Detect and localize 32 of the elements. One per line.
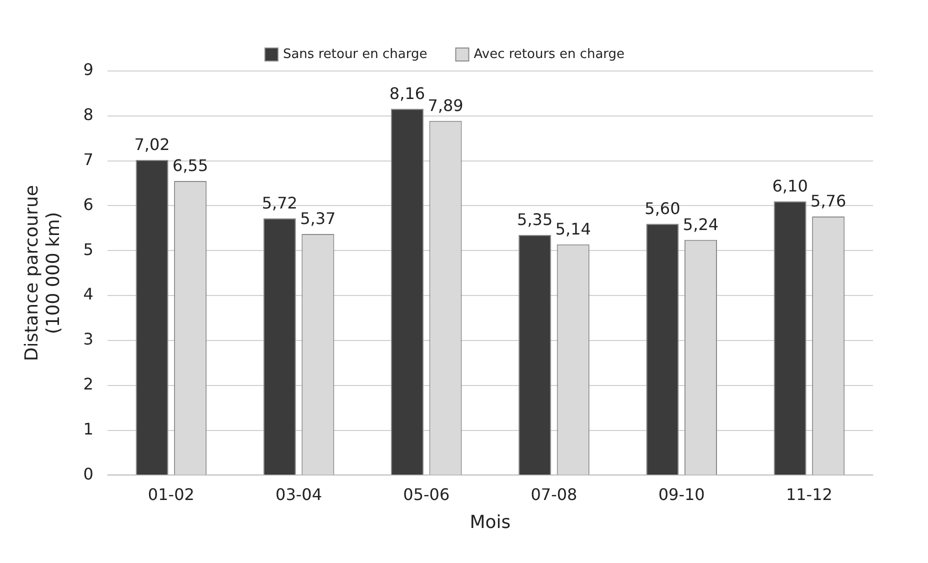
y-tick-label: 1 xyxy=(83,419,94,438)
x-tick-label: 01-02 xyxy=(148,484,194,504)
data-label: 6,10 xyxy=(772,176,808,196)
y-tick-label: 3 xyxy=(83,330,94,349)
x-tick-label: 09-10 xyxy=(658,484,705,504)
legend-label: Avec retours en charge xyxy=(474,46,625,62)
data-label: 5,24 xyxy=(682,215,719,234)
x-tick-label: 11-12 xyxy=(786,484,832,504)
y-tick-label: 5 xyxy=(83,240,94,259)
data-label: 5,76 xyxy=(810,192,846,211)
y-tick-label: 2 xyxy=(83,374,94,394)
data-label: 5,72 xyxy=(262,193,298,212)
x-axis-title: Mois xyxy=(470,512,511,533)
y-tick-label: 6 xyxy=(83,194,94,214)
data-label: 6,55 xyxy=(172,156,208,176)
y-tick-label: 8 xyxy=(83,105,94,124)
x-tick-label: 05-06 xyxy=(403,484,450,504)
legend-label: Sans retour en charge xyxy=(282,46,428,62)
x-tick-label: 07-08 xyxy=(530,484,578,504)
y-tick-label: 0 xyxy=(83,464,94,484)
data-label: 5,35 xyxy=(517,210,553,230)
data-label: 5,60 xyxy=(644,198,680,218)
data-label: 7,02 xyxy=(134,135,170,154)
data-label: 5,14 xyxy=(555,220,591,239)
x-tick-label: 03-04 xyxy=(276,484,322,504)
y-axis-title: Distance parcourue (100 000 km) xyxy=(21,185,64,362)
y-tick-label: 7 xyxy=(83,150,94,169)
data-label: 5,37 xyxy=(300,209,336,228)
y-tick-label: 4 xyxy=(83,284,94,304)
data-label: 8,16 xyxy=(389,84,426,103)
y-tick-label: 9 xyxy=(83,60,94,80)
data-label: 7,89 xyxy=(428,96,464,116)
